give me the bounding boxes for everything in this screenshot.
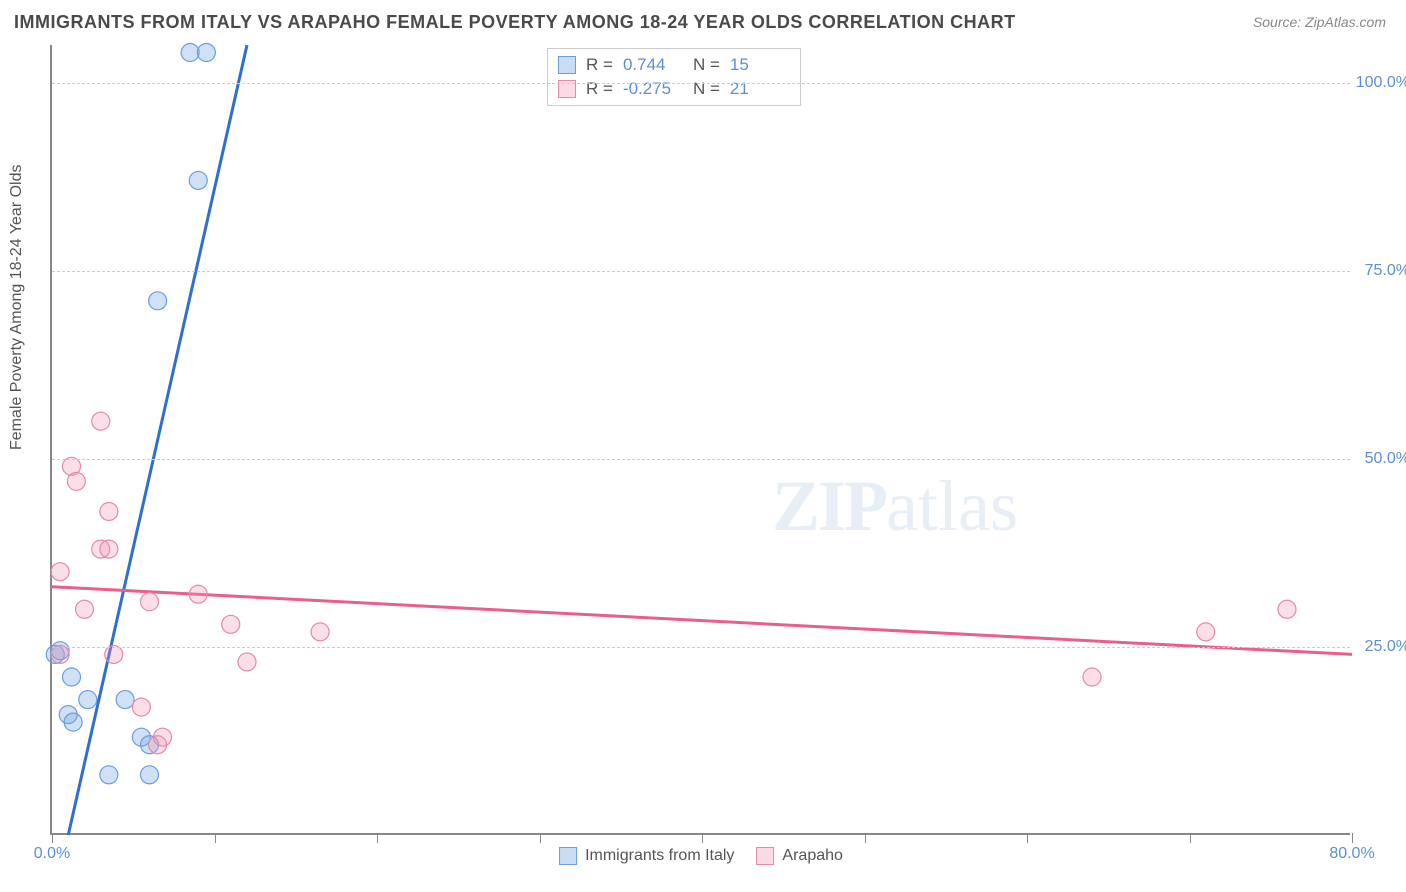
data-point xyxy=(141,766,159,784)
legend-bottom: Immigrants from Italy Arapaho xyxy=(559,847,843,865)
data-point xyxy=(51,645,69,663)
data-point xyxy=(76,600,94,618)
gridline xyxy=(52,83,1350,84)
gridline xyxy=(52,647,1350,648)
gridline xyxy=(52,271,1350,272)
chart-title: IMMIGRANTS FROM ITALY VS ARAPAHO FEMALE … xyxy=(14,12,1016,33)
regression-line xyxy=(68,45,247,835)
data-point xyxy=(100,540,118,558)
legend-label: Immigrants from Italy xyxy=(585,847,734,865)
gridline xyxy=(52,459,1350,460)
y-tick-label: 75.0% xyxy=(1365,262,1406,280)
data-point xyxy=(181,44,199,62)
x-tick xyxy=(1027,833,1028,843)
data-point xyxy=(1278,600,1296,618)
data-point xyxy=(63,668,81,686)
data-point xyxy=(100,766,118,784)
data-point xyxy=(149,292,167,310)
data-point xyxy=(197,44,215,62)
plot-svg xyxy=(52,45,1350,833)
x-tick xyxy=(1352,833,1353,843)
x-tick xyxy=(702,833,703,843)
swatch-icon xyxy=(559,847,577,865)
data-point xyxy=(67,472,85,490)
source-label: Source: ZipAtlas.com xyxy=(1253,14,1386,30)
x-tick-label: 80.0% xyxy=(1329,845,1374,863)
data-point xyxy=(1083,668,1101,686)
data-point xyxy=(311,623,329,641)
y-axis-label: Female Poverty Among 18-24 Year Olds xyxy=(8,165,26,451)
legend-label: Arapaho xyxy=(782,847,843,865)
x-tick xyxy=(540,833,541,843)
data-point xyxy=(222,615,240,633)
data-point xyxy=(141,593,159,611)
data-point xyxy=(189,585,207,603)
chart-area: ZIPatlas R = 0.744 N = 15 R = -0.275 N =… xyxy=(50,45,1350,835)
data-point xyxy=(154,728,172,746)
x-tick xyxy=(52,833,53,843)
data-point xyxy=(189,171,207,189)
data-point xyxy=(92,412,110,430)
x-tick xyxy=(215,833,216,843)
data-point xyxy=(100,502,118,520)
data-point xyxy=(105,645,123,663)
x-tick xyxy=(865,833,866,843)
legend-item-italy: Immigrants from Italy xyxy=(559,847,734,865)
data-point xyxy=(64,713,82,731)
data-point xyxy=(116,691,134,709)
x-tick-label: 0.0% xyxy=(34,845,70,863)
data-point xyxy=(238,653,256,671)
swatch-icon xyxy=(756,847,774,865)
regression-line xyxy=(52,587,1352,655)
data-point xyxy=(1197,623,1215,641)
legend-item-arapaho: Arapaho xyxy=(756,847,843,865)
data-point xyxy=(51,563,69,581)
y-tick-label: 50.0% xyxy=(1365,450,1406,468)
y-tick-label: 100.0% xyxy=(1356,74,1406,92)
x-tick xyxy=(1190,833,1191,843)
x-tick xyxy=(377,833,378,843)
data-point xyxy=(132,698,150,716)
data-point xyxy=(79,691,97,709)
y-tick-label: 25.0% xyxy=(1365,638,1406,656)
